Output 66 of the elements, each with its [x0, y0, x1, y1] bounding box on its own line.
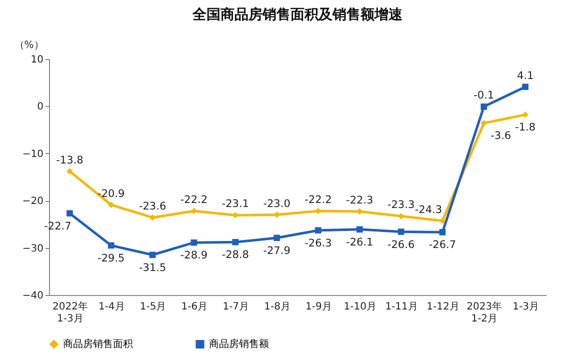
- data-label: -28.8: [222, 249, 249, 262]
- y-tick-label: 0: [37, 102, 44, 113]
- point: [522, 84, 528, 90]
- data-label: -23.0: [263, 198, 290, 210]
- data-label: -22.2: [304, 194, 332, 206]
- data-label: -13.8: [56, 154, 84, 166]
- data-label: -26.3: [304, 237, 332, 250]
- point: [398, 228, 404, 235]
- point: [232, 238, 239, 246]
- y-tick-label: 10: [30, 54, 44, 66]
- x-tick-label: 2022年 1-3月: [52, 300, 88, 324]
- point: [108, 242, 114, 249]
- data-label: -23.6: [138, 200, 166, 213]
- point: [480, 120, 488, 126]
- x-tick-label: 1-5月: [140, 302, 166, 312]
- x-tick-label: 1-7月: [222, 302, 250, 312]
- data-label: -22.2: [180, 194, 208, 206]
- y-tick-label: −20: [22, 196, 44, 208]
- x-tick-label: 1-10月: [344, 302, 376, 312]
- y-axis-title: （%）: [14, 40, 44, 51]
- x-tick-label: 1-3月: [512, 302, 539, 312]
- point: [274, 234, 280, 242]
- x-tick-label: 1-12月: [426, 302, 460, 312]
- y-tick-label: −10: [22, 148, 44, 160]
- point: [66, 210, 73, 217]
- point: [522, 112, 528, 118]
- data-label: -27.9: [263, 244, 290, 257]
- data-label: -20.9: [98, 188, 125, 200]
- point: [398, 213, 404, 220]
- data-label: -0.1: [474, 90, 494, 102]
- point: [439, 218, 446, 224]
- point: [149, 252, 156, 258]
- x-tick-label: 1-6月: [181, 302, 208, 312]
- point: [66, 168, 73, 174]
- data-label: 4.1: [516, 70, 534, 82]
- x-tick-label: 1-4月: [98, 302, 125, 312]
- point: [315, 208, 322, 214]
- data-label: -22.7: [44, 220, 72, 232]
- point: [439, 229, 446, 236]
- data-label: -3.6: [490, 130, 512, 142]
- data-label: -24.3: [414, 204, 442, 216]
- point: [190, 239, 198, 246]
- point: [149, 214, 156, 221]
- y-tick-label: −40: [22, 290, 44, 302]
- data-label: -29.5: [98, 252, 125, 264]
- legend-label: 商品房销售面积: [63, 338, 133, 350]
- data-label: -23.3: [387, 199, 415, 212]
- y-tick-label: −30: [22, 243, 44, 254]
- data-label: -31.5: [138, 262, 166, 274]
- legend-label: 商品房销售额: [209, 338, 269, 350]
- data-label: -23.1: [222, 198, 249, 210]
- data-label: -28.9: [180, 250, 208, 262]
- x-tick-label: 1-11月: [385, 302, 418, 312]
- x-tick-label: 1-8月: [264, 302, 290, 312]
- data-label: -26.1: [346, 236, 374, 248]
- point: [356, 226, 363, 233]
- data-label: -26.7: [428, 239, 456, 252]
- x-tick-label: 1-9月: [306, 302, 332, 312]
- point: [480, 104, 488, 110]
- point: [315, 227, 322, 234]
- data-label: -22.3: [346, 194, 374, 206]
- chart-title: 全国商品房销售面积及销售额增速: [192, 6, 404, 23]
- x-tick-label: 2023年 1-2月: [466, 300, 502, 324]
- point: [108, 202, 114, 208]
- data-label: -26.6: [387, 238, 415, 251]
- data-label: -1.8: [515, 122, 536, 134]
